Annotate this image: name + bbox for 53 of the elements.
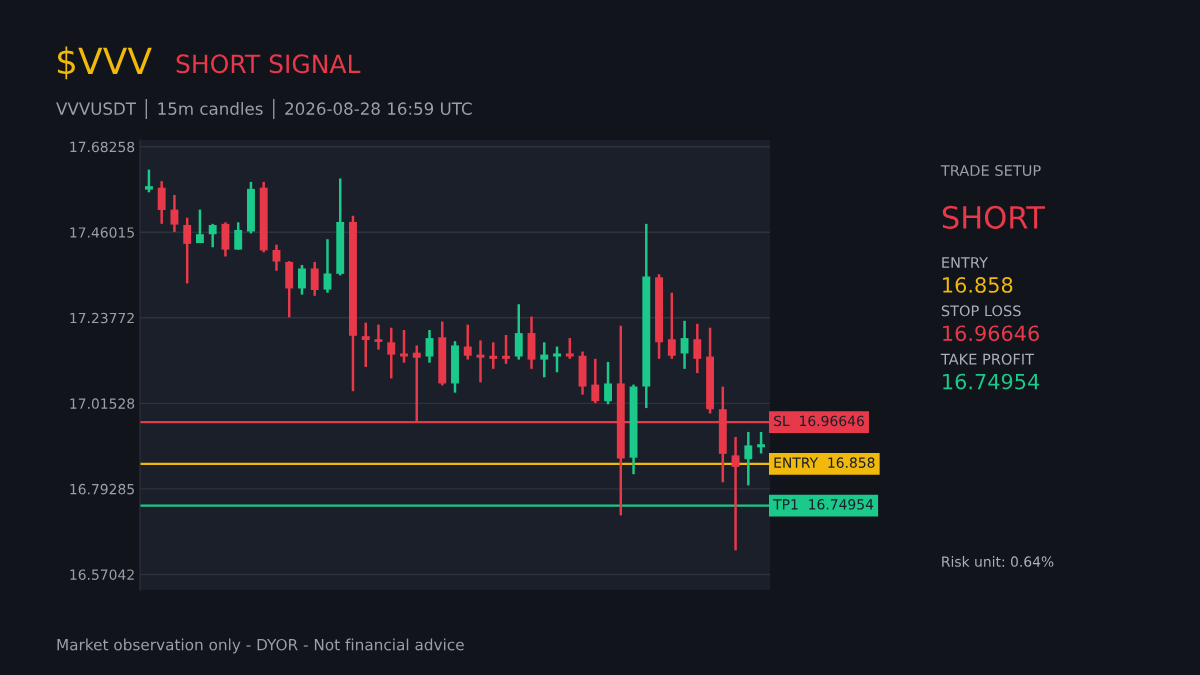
chart-subtitle: VVVUSDT │ 15m candles │ 2026-08-28 16:59 UTC [56, 99, 472, 119]
candlestick [400, 328, 408, 364]
candlestick [387, 326, 396, 380]
ref-line-label: SL 16.96646 [774, 415, 864, 427]
candlestick [744, 430, 753, 487]
candlestick [514, 302, 523, 361]
candlestick [195, 208, 204, 245]
candlestick [553, 345, 561, 374]
text: Risk unit: 0.64% [942, 556, 1054, 567]
candlestick [757, 430, 766, 455]
candlestick [170, 193, 179, 234]
text: Market observation only - DYOR - Not financial advice [57, 638, 464, 654]
candlestick [731, 435, 740, 552]
candlestick [310, 260, 319, 298]
text: TRADE SETUP [940, 165, 1041, 177]
candlestick [565, 336, 574, 361]
candlestick [157, 179, 166, 226]
candlestick [667, 291, 676, 361]
candlestick [680, 319, 689, 371]
candlestick [425, 328, 434, 364]
candlestick [208, 222, 217, 249]
candlestick [693, 322, 702, 375]
ref-line-label: TP1 16.74954 [773, 499, 874, 510]
candlestick [144, 168, 153, 194]
text: 16.74954 [943, 373, 1040, 390]
candlestick [463, 323, 472, 361]
text: STOP LOSS [941, 305, 1021, 317]
candlestick [540, 341, 549, 379]
chart-title: $VVV [58, 46, 152, 80]
candlestick [234, 221, 243, 251]
candlestick [604, 360, 612, 406]
candlestick [272, 243, 281, 273]
text: ENTRY [942, 257, 989, 268]
y-tick-label: 17.01528 [70, 398, 135, 409]
y-tick-label: 16.79285 [70, 483, 134, 495]
text: SHORT SIGNAL [176, 54, 361, 74]
text: 16.96646 [943, 325, 1039, 342]
y-tick-label: 17.46015 [70, 227, 134, 238]
candlestick [361, 321, 370, 369]
text: TAKE PROFIT [940, 353, 1035, 365]
candlestick [183, 216, 192, 285]
candlestick [502, 333, 510, 366]
candlestick [489, 341, 498, 371]
ref-line-label: ENTRY 16.858 [774, 457, 875, 468]
y-tick-label: 16.57042 [70, 569, 134, 580]
candlestick [298, 263, 306, 296]
y-tick-label: 17.68258 [70, 141, 135, 153]
candlestick [591, 357, 600, 405]
y-tick-label: 17.23772 [70, 312, 134, 324]
text: 16.858 [943, 277, 1013, 293]
candlestick [323, 237, 332, 294]
text: SHORT [942, 205, 1046, 229]
candlestick [374, 323, 383, 351]
